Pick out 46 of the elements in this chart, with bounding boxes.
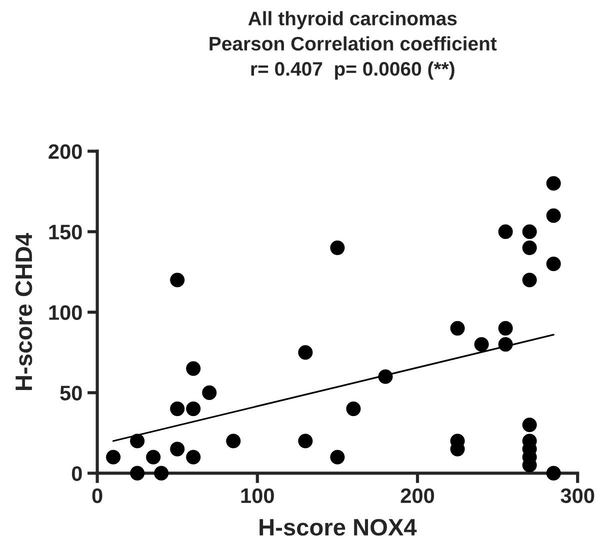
y-tick-label: 200 xyxy=(48,144,82,159)
chart-subtitle: Pearson Correlation coefficient xyxy=(210,36,497,51)
y-tick-label: 50 xyxy=(60,386,82,400)
point xyxy=(298,434,313,448)
x-tick-label: 100 xyxy=(241,488,274,504)
y-tick-label: 0 xyxy=(72,466,82,481)
point xyxy=(130,434,145,448)
point xyxy=(186,402,201,416)
point xyxy=(346,402,361,416)
text: r= 0.407 p= 0.0060 (**) xyxy=(251,62,454,80)
point xyxy=(546,466,561,480)
point xyxy=(170,272,185,288)
point xyxy=(546,208,561,223)
point xyxy=(186,450,201,464)
point xyxy=(522,418,537,432)
x-tick-label: 200 xyxy=(400,488,434,504)
point xyxy=(522,240,537,256)
point xyxy=(226,434,241,448)
point xyxy=(130,466,145,480)
point xyxy=(546,256,561,272)
y-tick-label: 150 xyxy=(49,224,82,240)
point xyxy=(170,402,185,416)
point xyxy=(298,345,313,360)
point xyxy=(522,224,537,239)
y-tick-label: 100 xyxy=(49,305,82,320)
point xyxy=(378,369,393,384)
point xyxy=(330,240,345,256)
point xyxy=(498,337,513,352)
point xyxy=(498,321,513,336)
y-axis-title: H-score CHD4 xyxy=(15,232,32,390)
point xyxy=(154,466,169,480)
point xyxy=(106,450,121,464)
x-tick-label: 0 xyxy=(92,488,102,504)
point xyxy=(498,224,513,239)
point xyxy=(146,450,161,464)
x-tick-label: 300 xyxy=(560,488,594,504)
point xyxy=(330,450,345,464)
point xyxy=(202,385,217,400)
point xyxy=(474,337,489,352)
chart-title: All thyroid carcinomas xyxy=(248,11,457,30)
point xyxy=(546,176,561,191)
point xyxy=(170,442,185,456)
point xyxy=(186,361,201,376)
point xyxy=(522,272,537,288)
point xyxy=(450,321,465,336)
x-axis-title: H-score NOX4 xyxy=(260,518,417,536)
